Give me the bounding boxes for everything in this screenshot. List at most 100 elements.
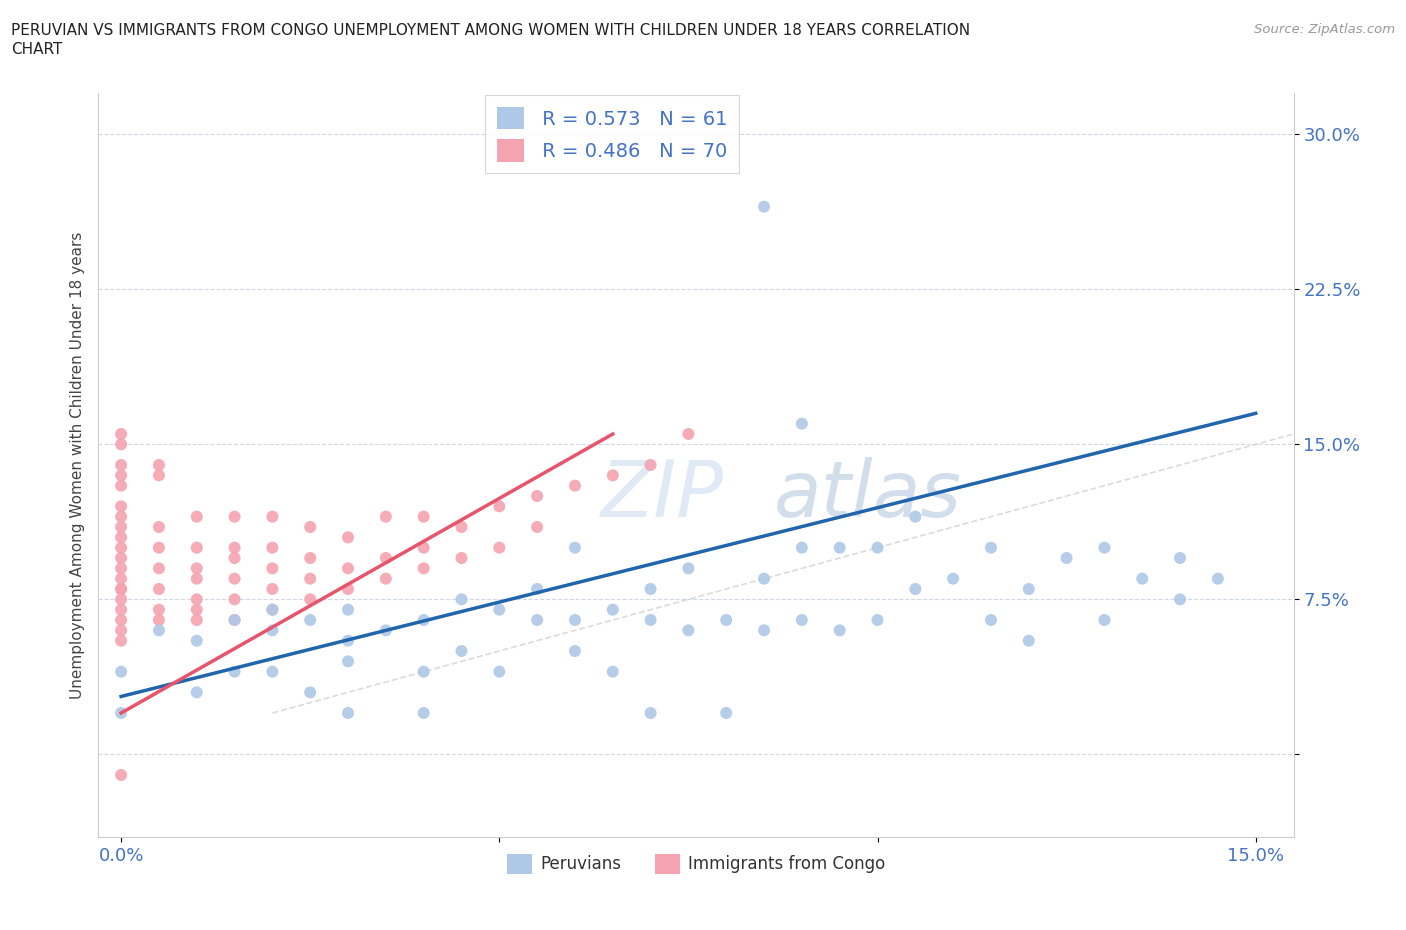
- Point: [110, 561, 132, 576]
- Point: [1094, 540, 1116, 555]
- Point: [374, 623, 396, 638]
- Point: [716, 706, 738, 721]
- Point: [488, 540, 510, 555]
- Text: ZIP: ZIP: [600, 457, 723, 533]
- Point: [110, 613, 132, 628]
- Point: [904, 581, 927, 596]
- Y-axis label: Unemployment Among Women with Children Under 18 years: Unemployment Among Women with Children U…: [69, 232, 84, 698]
- Point: [299, 613, 322, 628]
- Point: [488, 603, 510, 618]
- Point: [224, 551, 246, 565]
- Point: [640, 581, 662, 596]
- Point: [224, 510, 246, 525]
- Point: [110, 581, 132, 596]
- Point: [148, 540, 170, 555]
- Point: [374, 551, 396, 565]
- Text: PERUVIAN VS IMMIGRANTS FROM CONGO UNEMPLOYMENT AMONG WOMEN WITH CHILDREN UNDER 1: PERUVIAN VS IMMIGRANTS FROM CONGO UNEMPL…: [11, 23, 970, 38]
- Point: [186, 571, 208, 586]
- Point: [148, 468, 170, 483]
- Point: [752, 199, 775, 214]
- Point: [564, 613, 586, 628]
- Point: [412, 613, 434, 628]
- Point: [488, 498, 510, 513]
- Point: [374, 510, 396, 525]
- Point: [224, 540, 246, 555]
- Point: [1056, 551, 1078, 565]
- Point: [224, 571, 246, 586]
- Point: [1094, 613, 1116, 628]
- Point: [866, 613, 889, 628]
- Point: [564, 644, 586, 658]
- Point: [110, 520, 132, 535]
- Point: [866, 540, 889, 555]
- Point: [110, 427, 132, 442]
- Point: [488, 664, 510, 679]
- Point: [262, 664, 284, 679]
- Point: [412, 706, 434, 721]
- Point: [224, 664, 246, 679]
- Point: [186, 684, 208, 699]
- Point: [148, 613, 170, 628]
- Point: [337, 633, 360, 648]
- Point: [640, 458, 662, 472]
- Point: [1018, 581, 1040, 596]
- Point: [640, 613, 662, 628]
- Text: Source: ZipAtlas.com: Source: ZipAtlas.com: [1254, 23, 1395, 36]
- Point: [186, 591, 208, 606]
- Text: atlas: atlas: [773, 457, 962, 533]
- Legend: Peruvians, Immigrants from Congo: Peruvians, Immigrants from Congo: [501, 847, 891, 881]
- Point: [980, 613, 1002, 628]
- Point: [752, 623, 775, 638]
- Point: [110, 581, 132, 596]
- Point: [148, 603, 170, 618]
- Point: [148, 458, 170, 472]
- Point: [602, 664, 624, 679]
- Point: [110, 664, 132, 679]
- Point: [337, 581, 360, 596]
- Point: [110, 603, 132, 618]
- Point: [564, 478, 586, 493]
- Point: [450, 591, 472, 606]
- Point: [374, 571, 396, 586]
- Point: [224, 613, 246, 628]
- Point: [299, 520, 322, 535]
- Point: [602, 468, 624, 483]
- Point: [110, 510, 132, 525]
- Point: [942, 571, 965, 586]
- Point: [450, 551, 472, 565]
- Point: [828, 540, 851, 555]
- Point: [148, 581, 170, 596]
- Point: [412, 561, 434, 576]
- Point: [110, 706, 132, 721]
- Point: [412, 540, 434, 555]
- Point: [337, 654, 360, 669]
- Point: [1206, 571, 1229, 586]
- Point: [904, 510, 927, 525]
- Point: [262, 603, 284, 618]
- Point: [716, 613, 738, 628]
- Point: [640, 706, 662, 721]
- Point: [450, 644, 472, 658]
- Point: [186, 510, 208, 525]
- Point: [450, 520, 472, 535]
- Point: [1168, 551, 1191, 565]
- Point: [110, 540, 132, 555]
- Point: [299, 684, 322, 699]
- Point: [148, 520, 170, 535]
- Point: [526, 488, 548, 503]
- Point: [262, 603, 284, 618]
- Point: [224, 613, 246, 628]
- Point: [564, 540, 586, 555]
- Point: [337, 561, 360, 576]
- Point: [299, 591, 322, 606]
- Point: [980, 540, 1002, 555]
- Point: [110, 478, 132, 493]
- Point: [148, 623, 170, 638]
- Point: [110, 551, 132, 565]
- Point: [186, 633, 208, 648]
- Point: [678, 561, 700, 576]
- Point: [110, 633, 132, 648]
- Point: [148, 561, 170, 576]
- Point: [110, 571, 132, 586]
- Point: [526, 613, 548, 628]
